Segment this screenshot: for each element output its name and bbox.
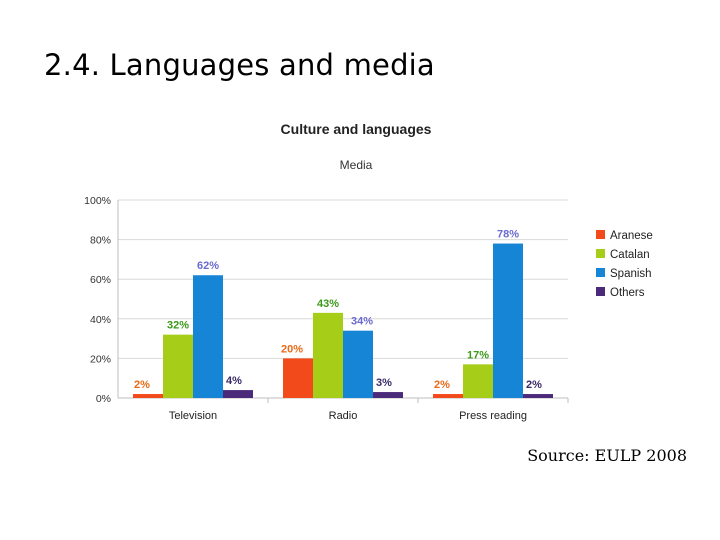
bar-spanish-3 [493, 243, 523, 398]
bar-aranese-2 [283, 358, 313, 398]
y-tick-label: 20% [90, 353, 111, 365]
y-tick-label: 100% [84, 195, 111, 207]
legend-label: Aranese [610, 230, 653, 242]
bar-aranese-3 [433, 394, 463, 398]
bar-others-3 [523, 394, 553, 398]
data-label: 4% [226, 375, 242, 387]
y-tick-label: 0% [96, 393, 111, 405]
bar-others-2 [373, 392, 403, 398]
data-label: 2% [134, 379, 150, 391]
x-tick-label: Television [169, 410, 217, 422]
bar-catalan-2 [313, 312, 343, 398]
source-note: Source: EULP 2008 [527, 446, 687, 465]
data-label: 43% [317, 298, 339, 310]
data-label: 20% [281, 343, 303, 355]
legend-swatch [596, 249, 605, 258]
data-label: 2% [434, 379, 450, 391]
x-tick-label: Press reading [459, 410, 527, 422]
data-label: 32% [167, 320, 189, 332]
bar-others-1 [223, 390, 253, 398]
legend-label: Catalan [610, 249, 650, 261]
slide-title: 2.4. Languages and media [44, 48, 435, 82]
y-tick-label: 60% [90, 274, 111, 286]
data-label: 78% [497, 229, 519, 241]
bar-catalan-1 [163, 334, 193, 398]
legend-swatch [596, 287, 605, 296]
legend: Aranese Catalan Spanish Others [596, 230, 653, 299]
data-label: 3% [376, 377, 392, 389]
chart-container: Culture and languages Media 0% 20% 40% 60% 8… [70, 110, 690, 430]
legend-label: Spanish [610, 268, 652, 280]
bar-spanish-1 [193, 275, 223, 398]
data-label: 34% [351, 316, 373, 328]
chart-title: Culture and languages [281, 121, 432, 137]
data-label: 17% [467, 349, 489, 361]
data-label: 62% [197, 260, 219, 272]
legend-swatch [596, 268, 605, 277]
chart-subtitle: Media [340, 158, 373, 172]
data-labels: 2% 32% 62% 4% 20% 43% 34% 3% 2% 17% 78% 2% [134, 229, 542, 391]
bar-aranese-1 [133, 394, 163, 398]
bar-spanish-2 [343, 330, 373, 398]
bars [133, 243, 553, 398]
y-tick-label: 40% [90, 314, 111, 326]
legend-label: Others [610, 287, 645, 299]
data-label: 2% [526, 379, 542, 391]
y-tick-label: 80% [90, 235, 111, 247]
x-tick-label: Radio [329, 410, 358, 422]
bar-chart: Culture and languages Media 0% 20% 40% 60% 8… [84, 121, 653, 422]
bar-catalan-3 [463, 364, 493, 398]
legend-swatch [596, 230, 605, 239]
